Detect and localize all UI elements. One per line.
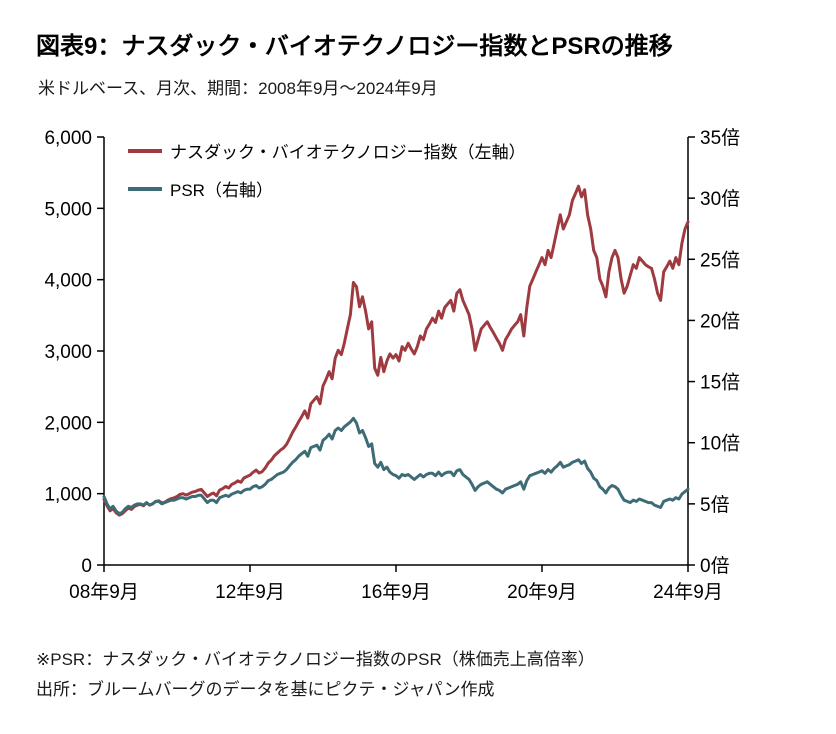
x-axis-tick-label: 20年9月 xyxy=(507,581,577,603)
left-axis-tick-label: 4,000 xyxy=(44,271,92,292)
legend-label-psr: PSR（右軸） xyxy=(170,181,273,200)
x-axis-tick-label: 12年9月 xyxy=(215,581,285,603)
footnote-source: 出所：ブルームバーグのデータを基にピクテ・ジャパン作成 xyxy=(36,680,495,699)
right-axis-tick-label: 10倍 xyxy=(700,433,740,455)
right-axis-tick-label: 30倍 xyxy=(700,188,740,210)
x-axis-tick-label: 08年9月 xyxy=(69,581,139,603)
x-axis-tick-label: 16年9月 xyxy=(361,581,431,603)
left-axis-tick-label: 6,000 xyxy=(44,128,92,149)
right-axis-tick-label: 35倍 xyxy=(700,127,740,149)
chart-area: 0 1,000 2,000 3,000 4,000 5,000 6,000 0倍 5倍 10倍 15… xyxy=(0,112,836,620)
left-axis-tick-label: 0 xyxy=(81,556,92,577)
legend-item-index: ナスダック・バイオテクノロジー指数（左軸） xyxy=(128,138,526,163)
series-line-psr xyxy=(102,416,690,516)
right-axis-tick-label: 0倍 xyxy=(700,555,730,577)
chart-canvas: 0 1,000 2,000 3,000 4,000 5,000 6,000 0倍 5倍 10倍 15… xyxy=(44,127,740,603)
series-line-nbi-index xyxy=(102,184,690,517)
right-axis-tick-label: 25倍 xyxy=(700,249,740,271)
footnote-psr-definition: ※PSR：ナスダック・バイオテクノロジー指数のPSR（株価売上高倍率） xyxy=(36,650,595,669)
chart-title: 図表9：ナスダック・バイオテクノロジー指数とPSRの推移 xyxy=(36,33,673,60)
legend-line-swatch-red xyxy=(128,148,162,153)
left-axis-tick-label: 2,000 xyxy=(44,413,92,434)
right-axis-tick-label: 15倍 xyxy=(700,372,740,394)
left-axis-tick-label: 1,000 xyxy=(44,485,92,506)
right-axis-tick-label: 20倍 xyxy=(700,310,740,332)
chart-subtitle: 米ドルベース、月次、期間：2008年9月～2024年9月 xyxy=(38,79,438,98)
legend-line-swatch-teal xyxy=(128,186,162,191)
chart-legend: ナスダック・バイオテクノロジー指数（左軸） PSR（右軸） xyxy=(128,138,526,214)
legend-label-index: ナスダック・バイオテクノロジー指数（左軸） xyxy=(170,143,526,162)
legend-item-psr: PSR（右軸） xyxy=(128,176,526,201)
left-axis-tick-label: 5,000 xyxy=(44,199,92,220)
left-axis-tick-label: 3,000 xyxy=(44,342,92,363)
right-axis-tick-label: 5倍 xyxy=(700,494,730,516)
x-axis-tick-label: 24年9月 xyxy=(653,581,723,603)
